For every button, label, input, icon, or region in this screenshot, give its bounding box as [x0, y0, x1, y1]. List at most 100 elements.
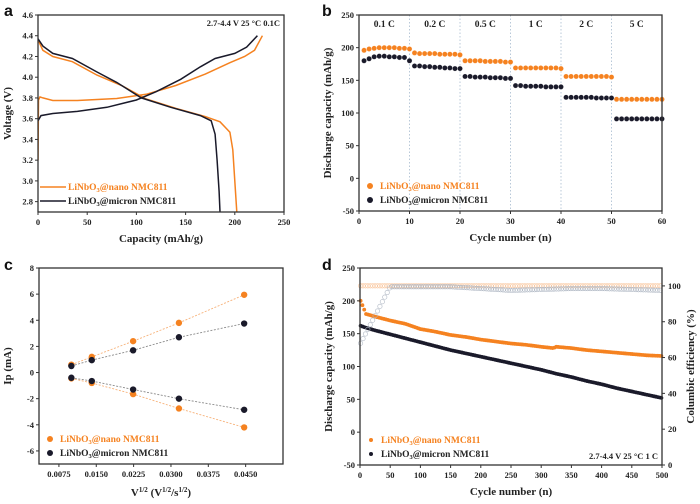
- data-point-nano: [421, 50, 428, 57]
- data-point-nano: [543, 65, 549, 71]
- y-tick-label: 0: [350, 173, 354, 183]
- x-label-part: (V: [148, 487, 162, 499]
- data-point-nano: [401, 45, 408, 52]
- ce-point-micron: [490, 286, 496, 292]
- y-tick-label: -2: [27, 394, 34, 404]
- data-point-nano: [639, 96, 645, 103]
- ce-point-micron: [621, 286, 627, 292]
- data-point-micron: [386, 54, 393, 60]
- x-tick-label: 400: [595, 470, 608, 480]
- ce-point-micron: [500, 287, 506, 293]
- ce-point-micron: [655, 287, 661, 293]
- ce-point-nano: [628, 283, 634, 289]
- ce-point-micron: [445, 284, 451, 290]
- data-point-nano: [472, 57, 478, 64]
- ce-point-micron: [650, 287, 656, 293]
- x-tick-label: 30: [506, 216, 515, 226]
- ce-point-micron: [522, 287, 528, 293]
- data-point-micron: [426, 63, 433, 70]
- data-point-nano: [376, 44, 382, 51]
- ce-point-nano: [640, 283, 646, 289]
- ce-point-micron: [447, 284, 453, 290]
- fit-line-micron: [71, 377, 245, 411]
- data-point-micron: [457, 65, 463, 72]
- ce-point-micron: [469, 285, 475, 291]
- data-point-micron: [361, 57, 367, 64]
- ce-point-micron: [498, 287, 504, 293]
- rate-label: 0.1 C: [374, 20, 395, 30]
- legend-subscript: 3: [89, 439, 93, 446]
- ce-point-nano: [539, 283, 545, 289]
- x-tick-label: 0.0375: [197, 469, 220, 479]
- ce-point-micron: [614, 286, 620, 292]
- ce-point-nano: [536, 283, 542, 289]
- legend-marker: [47, 436, 53, 442]
- data-point-nano: [588, 73, 595, 80]
- data-point-micron: [608, 95, 615, 101]
- x-tick-label: 150: [444, 470, 457, 480]
- ce-point-nano: [621, 283, 627, 289]
- ce-point-micron: [503, 287, 509, 293]
- ce-point-micron: [411, 284, 417, 290]
- y-tick-label: -50: [343, 206, 354, 216]
- data-point-nano: [362, 307, 367, 312]
- data-point-micron: [497, 74, 504, 81]
- x-label-part: 1/2: [178, 486, 187, 494]
- data-point-micron: [654, 116, 660, 122]
- y2-tick-label: 40: [668, 388, 677, 398]
- data-point-nano: [527, 65, 534, 71]
- data-point-micron: [240, 406, 248, 413]
- x-tick-label: 20: [456, 216, 465, 226]
- data-point-micron: [371, 54, 377, 60]
- legend-marker: [47, 450, 53, 456]
- ce-point-nano: [493, 283, 499, 289]
- data-point-micron: [563, 94, 569, 101]
- series-line-micron-charge: [38, 35, 258, 122]
- data-point-micron: [487, 74, 494, 81]
- panel-label: d: [322, 257, 332, 274]
- y2-tick-label: 0: [668, 460, 672, 470]
- ce-point-micron: [570, 286, 576, 292]
- ce-point-micron: [394, 284, 400, 290]
- ce-point-micron: [457, 284, 463, 290]
- ce-point-micron: [575, 286, 581, 292]
- legend-label: LiNbO3@nano NMC811: [68, 183, 168, 194]
- legend-text: LiNbO: [68, 197, 97, 207]
- fit-line-nano: [71, 294, 245, 366]
- ce-point-micron: [430, 284, 436, 290]
- legend-marker: [367, 197, 373, 203]
- data-point-micron: [588, 94, 595, 101]
- data-point-nano: [603, 73, 610, 80]
- ce-point-nano: [548, 283, 554, 289]
- ce-point-micron: [370, 317, 376, 323]
- ce-point-micron: [553, 286, 559, 292]
- ce-point-nano: [360, 283, 366, 289]
- ce-point-micron: [529, 287, 535, 293]
- data-point-micron: [437, 64, 443, 71]
- data-point-nano: [517, 65, 524, 71]
- ce-point-nano: [375, 283, 381, 289]
- ce-point-micron: [524, 287, 530, 293]
- ce-point-micron: [597, 286, 603, 292]
- legend-subscript: 3: [409, 200, 413, 207]
- data-point-nano: [452, 51, 458, 57]
- x-axis-label: V1/2 (V1/2/s1/2): [131, 486, 192, 499]
- data-point-nano: [608, 74, 615, 80]
- ce-point-nano: [606, 283, 612, 289]
- ce-point-micron: [404, 284, 410, 290]
- data-point-micron: [447, 65, 453, 71]
- ce-point-micron: [517, 287, 523, 293]
- series-line-nano-charge: [38, 35, 264, 161]
- data-point-nano: [416, 50, 423, 57]
- y-tick-label: 100: [342, 362, 355, 372]
- data-point-micron: [649, 116, 655, 122]
- ce-point-nano: [609, 283, 615, 289]
- x-axis-label: Cycle number (n): [470, 486, 553, 498]
- data-point-micron: [88, 377, 95, 385]
- y-tick-label: 3.2: [22, 155, 33, 165]
- data-point-micron: [175, 334, 183, 341]
- data-point-micron: [517, 82, 524, 89]
- legend-subscript: 3: [89, 453, 93, 460]
